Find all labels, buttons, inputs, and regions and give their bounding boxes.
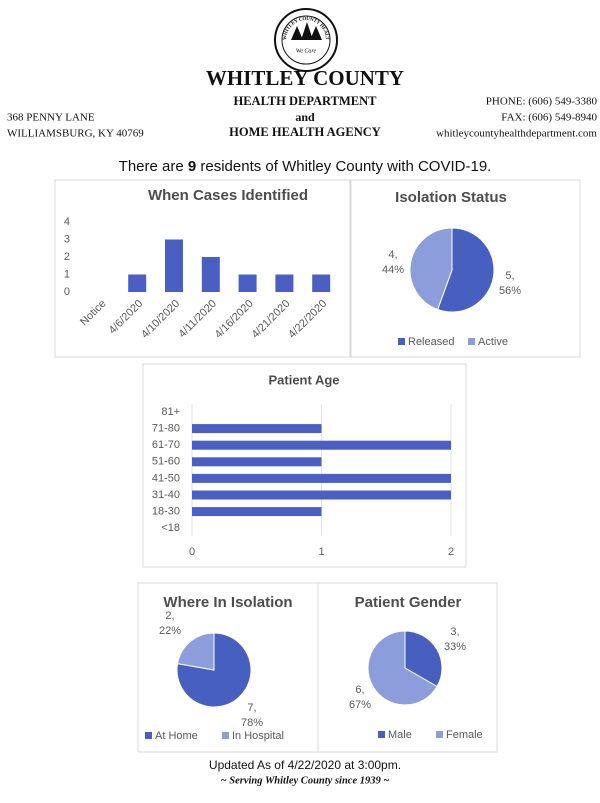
bar (128, 274, 147, 292)
data-label: 4, (388, 249, 397, 261)
bar (165, 239, 183, 292)
pie-slice (176, 632, 252, 708)
logo-text: We Care (296, 48, 317, 54)
data-label: 56% (499, 285, 521, 297)
data-label: 5, (505, 270, 514, 282)
legend-label: At Home (155, 730, 198, 742)
data-label: 44% (382, 264, 404, 276)
website: whitleycountyhealthdepartment.com (436, 128, 597, 140)
legend-swatch (145, 732, 152, 739)
y-tick-label: 1 (64, 268, 70, 280)
legend-label: Active (478, 336, 508, 348)
address: 368 PENNY LANE (7, 112, 95, 124)
pie-slice (404, 630, 443, 688)
data-label: 3, (450, 626, 459, 638)
y-tick-label: 18-30 (152, 506, 180, 518)
x-tick-label: 4/16/2020 (213, 298, 256, 341)
data-label: 78% (241, 717, 263, 729)
legend-swatch (436, 731, 443, 738)
data-label: 22% (159, 625, 181, 637)
y-tick-label: 31-40 (152, 489, 180, 501)
org-line: HOME HEALTH AGENCY (229, 125, 381, 139)
y-tick-label: 3 (64, 233, 70, 245)
data-label: 2, (165, 610, 174, 622)
chart-frame (317, 582, 498, 753)
motto: ~ Serving Whitley County since 1939 ~ (221, 775, 390, 786)
legend-label: In Hospital (232, 730, 284, 742)
legend-label: Released (408, 336, 454, 348)
fax: FAX: (606) 549-8940 (501, 112, 597, 124)
chart-title: Patient Age (268, 372, 339, 387)
bar (192, 424, 322, 434)
case-count: 9 (187, 158, 197, 175)
chart-title: Patient Gender (355, 594, 462, 611)
x-tick-label: Notice (78, 298, 109, 329)
bar (312, 274, 331, 292)
chart-title: When Cases Identified (148, 187, 308, 204)
address: WILLIAMSBURG, KY 40769 (7, 128, 144, 140)
bar (192, 490, 451, 500)
legend-swatch (378, 731, 385, 738)
data-label: 7, (247, 702, 256, 714)
chart-title: Where In Isolation (163, 594, 292, 611)
bar (192, 440, 451, 450)
legend-swatch (398, 338, 405, 345)
data-label: 67% (349, 699, 371, 711)
x-tick-label: 4/10/2020 (139, 298, 182, 341)
intro-text: There are (118, 158, 184, 175)
x-tick-label: 2 (448, 546, 454, 558)
y-tick-label: 0 (64, 286, 70, 298)
data-label: 6, (355, 684, 364, 696)
bar (192, 507, 322, 517)
org-line: and (295, 110, 315, 124)
pie-slice (367, 630, 438, 706)
org-title: WHITLEY COUNTY (206, 66, 404, 90)
bar (192, 457, 322, 467)
phone: PHONE: (606) 549-3380 (486, 96, 598, 108)
y-tick-label: 51-60 (152, 456, 180, 468)
org-line: HEALTH DEPARTMENT (234, 94, 378, 108)
pie-slice (436, 227, 495, 313)
bar (201, 257, 220, 292)
legend-label: Female (446, 729, 483, 741)
bar (275, 274, 294, 292)
legend-swatch (222, 732, 229, 739)
chart-frame (142, 363, 467, 568)
legend-swatch (468, 338, 475, 345)
x-tick-label: 1 (318, 546, 324, 558)
y-tick-label: 41-50 (152, 472, 180, 484)
pie-slice (176, 632, 215, 671)
x-tick-label: 4/11/2020 (176, 298, 219, 341)
bar (238, 274, 257, 292)
intro-text: residents of Whitley County with COVID-1… (200, 158, 492, 175)
y-tick-label: <18 (161, 522, 180, 534)
pie-slice (409, 227, 453, 311)
chart-frame (350, 179, 581, 358)
x-tick-label: 0 (189, 546, 195, 558)
legend-label: Male (388, 729, 412, 741)
data-label: 33% (444, 641, 466, 653)
y-tick-label: 71-80 (152, 423, 180, 435)
y-tick-label: 61-70 (152, 439, 180, 451)
logo: WHITLEY COUNTY HEALTH DEPARTMENT We Care (0, 0, 338, 72)
x-tick-label: 4/22/2020 (286, 298, 329, 341)
chart-frame (54, 179, 351, 358)
intro: There are 9 residents of Whitley County … (0, 158, 600, 175)
updated: Updated As of 4/22/2020 at 3:00pm. (209, 758, 401, 772)
y-tick-label: 2 (64, 251, 70, 263)
bar (192, 473, 451, 483)
chart-title: Isolation Status (395, 189, 507, 206)
y-tick-label: 81+ (161, 406, 180, 418)
y-tick-label: 4 (64, 216, 70, 228)
x-tick-label: 4/21/2020 (249, 298, 292, 341)
